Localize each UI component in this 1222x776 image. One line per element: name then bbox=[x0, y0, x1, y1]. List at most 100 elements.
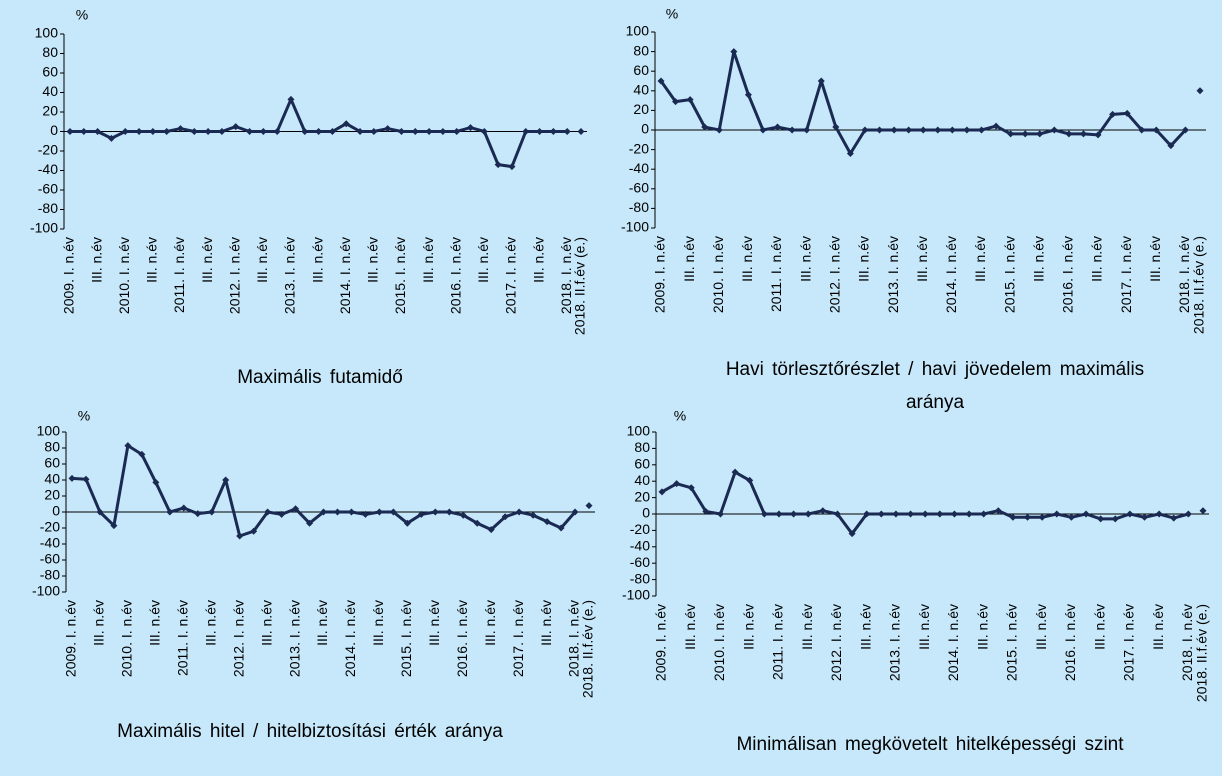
x-tick-label: III. n.év bbox=[144, 237, 160, 283]
chart-title: Maximális hitel / hitelbiztosítási érték… bbox=[117, 721, 503, 742]
y-unit: % bbox=[666, 6, 678, 22]
data-marker bbox=[68, 474, 76, 482]
data-marker bbox=[218, 128, 226, 135]
x-tick-label: III. n.év bbox=[365, 237, 381, 283]
x-tick-label: III. n.év bbox=[426, 600, 442, 646]
series-line bbox=[659, 50, 1187, 156]
data-marker bbox=[1141, 513, 1149, 521]
y-tick-label: 80 bbox=[634, 439, 650, 455]
data-marker bbox=[746, 476, 754, 484]
data-marker bbox=[1097, 515, 1105, 523]
data-marker bbox=[411, 128, 419, 135]
x-tick-label: III. n.év bbox=[1147, 236, 1163, 282]
x-tick-label: 2017. I. n.év bbox=[503, 237, 519, 314]
x-tick-label: 2017. I. n.év bbox=[1121, 604, 1137, 681]
y-tick-label: 100 bbox=[626, 23, 650, 39]
y-tick-label: -100 bbox=[621, 219, 649, 235]
data-marker bbox=[176, 125, 184, 133]
chart-title: Havi törlesztőrészlet / havi jövedelem m… bbox=[725, 359, 1145, 413]
data-marker bbox=[135, 128, 143, 135]
x-tick-label: III. n.év bbox=[202, 600, 218, 646]
x-tick-label: 2013. I. n.év bbox=[286, 600, 302, 677]
data-marker bbox=[264, 508, 272, 516]
y-tick-label: 100 bbox=[37, 423, 61, 439]
data-marker bbox=[1067, 513, 1075, 521]
data-marker bbox=[342, 120, 350, 128]
data-marker bbox=[273, 128, 281, 135]
y-tick-label: 100 bbox=[627, 423, 651, 439]
y-tick-label: 80 bbox=[633, 42, 649, 58]
y-unit: % bbox=[674, 408, 686, 424]
data-marker bbox=[1065, 130, 1073, 138]
data-marker bbox=[320, 508, 328, 516]
y-tick-label: -100 bbox=[30, 220, 58, 236]
y-tick-label: -100 bbox=[622, 587, 650, 603]
data-marker bbox=[259, 128, 267, 135]
data-marker bbox=[963, 126, 971, 134]
x-tick-label: 2018. I. n.év bbox=[566, 600, 582, 677]
data-marker bbox=[439, 128, 447, 135]
y-tick-label: 20 bbox=[633, 101, 649, 117]
x-tick-label: III. n.év bbox=[538, 600, 554, 646]
x-tick-label: 2010. I. n.év bbox=[710, 236, 726, 313]
data-marker bbox=[673, 480, 681, 488]
y-tick-label: 60 bbox=[44, 455, 60, 471]
data-marker bbox=[384, 125, 392, 133]
data-marker bbox=[657, 77, 665, 85]
data-marker bbox=[1082, 510, 1090, 518]
x-tick-label: 2016. I. n.év bbox=[447, 237, 463, 314]
x-tick-label: III. n.év bbox=[974, 604, 990, 650]
y-tick-label: -80 bbox=[629, 199, 649, 215]
y-tick-label: -20 bbox=[38, 142, 58, 158]
data-marker bbox=[1126, 510, 1134, 518]
data-marker bbox=[948, 126, 956, 134]
x-tick-label: III. n.év bbox=[799, 604, 815, 650]
x-tick-label: III. n.év bbox=[314, 600, 330, 646]
y-tick-label: -20 bbox=[630, 521, 650, 537]
data-marker bbox=[833, 510, 841, 518]
y-tick-label: -20 bbox=[629, 140, 649, 156]
data-marker bbox=[1196, 87, 1204, 95]
data-marker bbox=[356, 128, 364, 135]
x-tick-label: 2012. I. n.év bbox=[828, 604, 844, 681]
x-tick-label: III. n.év bbox=[530, 237, 546, 283]
x-tick-label: III. n.év bbox=[972, 236, 988, 282]
data-marker bbox=[508, 163, 516, 171]
x-tick-label: III. n.év bbox=[739, 236, 755, 282]
data-marker bbox=[730, 48, 738, 56]
y-tick-label: 40 bbox=[633, 82, 649, 98]
data-marker bbox=[66, 128, 74, 135]
x-tick-label: 2018. I. n.év bbox=[1179, 604, 1195, 681]
y-tick-label: 60 bbox=[634, 456, 650, 472]
x-tick-label: 2018. I. n.év bbox=[558, 237, 574, 314]
x-tick-label: III. n.év bbox=[309, 237, 325, 283]
x-tick-label: 2014. I. n.év bbox=[342, 600, 358, 677]
y-tick-label: -100 bbox=[32, 583, 60, 599]
data-marker bbox=[1079, 130, 1087, 138]
x-tick-label: III. n.év bbox=[147, 600, 163, 646]
x-tick-label: 2010. I. n.év bbox=[711, 604, 727, 681]
x-tick-label: III. n.év bbox=[681, 236, 697, 282]
data-marker bbox=[473, 519, 481, 527]
data-marker bbox=[292, 505, 300, 513]
data-marker bbox=[107, 134, 115, 142]
y-tick-label: -60 bbox=[629, 180, 649, 196]
x-tick-label: 2012. I. n.év bbox=[827, 236, 843, 313]
data-marker bbox=[250, 527, 258, 535]
data-marker bbox=[501, 513, 509, 521]
data-marker bbox=[992, 122, 1000, 130]
data-marker bbox=[577, 128, 585, 135]
data-marker bbox=[921, 510, 929, 518]
data-marker bbox=[1170, 514, 1178, 522]
data-marker bbox=[819, 507, 827, 515]
data-marker bbox=[487, 526, 495, 534]
data-marker bbox=[1109, 110, 1117, 118]
y-tick-label: -60 bbox=[630, 554, 650, 570]
data-marker bbox=[149, 128, 157, 135]
x-tick-label: 2011. I. n.év bbox=[174, 600, 190, 676]
y-tick-label: 20 bbox=[634, 488, 650, 504]
x-tick-label: 2018. II.f.év (e.) bbox=[580, 600, 596, 698]
data-marker bbox=[876, 126, 884, 134]
data-marker bbox=[890, 126, 898, 134]
